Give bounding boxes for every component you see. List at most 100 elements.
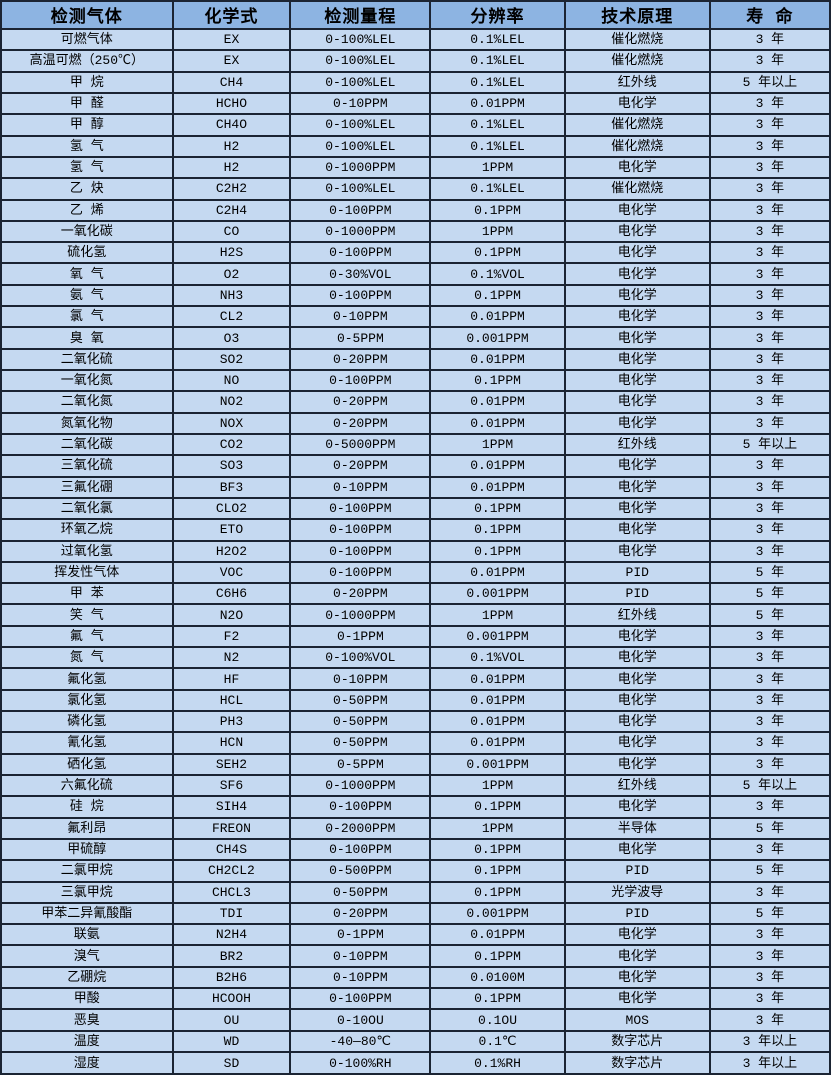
gas-name-cell: 二氧化氮 xyxy=(0,390,174,414)
resolution-cell: 0.001PPM xyxy=(429,752,566,776)
table-row: 甲 苯 C6H6 0-20PPM 0.001PPM PID 5 年 xyxy=(0,582,831,606)
resolution-cell: 0.1PPM xyxy=(429,241,566,265)
table-row: 三氯甲烷 CHCL3 0-50PPM 0.1PPM 光学波导 3 年 xyxy=(0,880,831,904)
range-cell: 0-10OU xyxy=(289,1008,432,1032)
range-cell: 0-10PPM xyxy=(289,667,432,691)
gas-name-cell: 甲苯二异氰酸酯 xyxy=(0,901,174,926)
gas-name-cell: 二氧化碳 xyxy=(0,432,174,457)
table-row: 乙 烯 C2H4 0-100PPM 0.1PPM 电化学 3 年 xyxy=(0,198,831,222)
gas-name-cell: 一氧化氮 xyxy=(0,368,174,393)
table-row: 甲苯二异氰酸酯 TDI 0-20PPM 0.001PPM PID 5 年 xyxy=(0,901,831,926)
range-cell: 0-100%LEL xyxy=(289,134,432,158)
gas-name-cell: 挥发性气体 xyxy=(0,560,174,585)
formula-cell: CL2 xyxy=(171,305,292,329)
principle-cell: 电化学 xyxy=(563,496,711,521)
lifespan-cell: 5 年 xyxy=(708,816,831,840)
range-cell: 0-20PPM xyxy=(289,454,432,478)
lifespan-cell: 3 年 xyxy=(708,965,831,990)
resolution-cell: 1PPM xyxy=(429,219,566,244)
formula-cell: SO2 xyxy=(171,347,292,372)
range-cell: 0-100PPM xyxy=(289,241,432,265)
principle-cell: 电化学 xyxy=(563,219,711,244)
lifespan-cell: 3 年 xyxy=(708,518,831,542)
table-row: 恶臭 OU 0-10OU 0.1OU MOS 3 年 xyxy=(0,1008,831,1032)
range-cell: 0-20PPM xyxy=(289,390,432,414)
range-cell: 0-1PPM xyxy=(289,624,432,649)
resolution-cell: 0.01PPM xyxy=(429,305,566,329)
resolution-cell: 0.1PPM xyxy=(429,837,566,862)
lifespan-cell: 5 年以上 xyxy=(708,70,831,94)
resolution-cell: 0.1PPM xyxy=(429,496,566,521)
range-cell: 0-1000PPM xyxy=(289,603,432,627)
range-cell: 0-100PPM xyxy=(289,539,432,563)
resolution-cell: 0.1%LEL xyxy=(429,177,566,201)
formula-cell: WD xyxy=(171,1029,292,1054)
formula-cell: SD xyxy=(171,1051,292,1075)
resolution-cell: 0.1%LEL xyxy=(429,70,566,94)
resolution-cell: 0.1PPM xyxy=(429,795,566,819)
formula-cell: O2 xyxy=(171,262,292,286)
lifespan-cell: 3 年 xyxy=(708,262,831,286)
resolution-cell: 0.1PPM xyxy=(429,368,566,393)
lifespan-cell: 3 年 xyxy=(708,795,831,819)
range-cell: 0-20PPM xyxy=(289,411,432,435)
gas-name-cell: 溴气 xyxy=(0,944,174,968)
principle-cell: 电化学 xyxy=(563,624,711,649)
formula-cell: C2H2 xyxy=(171,177,292,201)
formula-cell: BF3 xyxy=(171,475,292,499)
gas-name-cell: 联氨 xyxy=(0,923,174,947)
formula-cell: SF6 xyxy=(171,773,292,798)
gas-name-cell: 三氟化硼 xyxy=(0,475,174,499)
table-row: 过氧化氢 H2O2 0-100PPM 0.1PPM 电化学 3 年 xyxy=(0,539,831,563)
principle-cell: 红外线 xyxy=(563,70,711,94)
gas-name-cell: 甲 醇 xyxy=(0,113,174,137)
gas-name-cell: 甲酸 xyxy=(0,987,174,1011)
table-row: 二氧化氮 NO2 0-20PPM 0.01PPM 电化学 3 年 xyxy=(0,390,831,414)
principle-cell: 数字芯片 xyxy=(563,1051,711,1075)
gas-name-cell: 氯化氢 xyxy=(0,688,174,713)
lifespan-cell: 3 年 xyxy=(708,1008,831,1032)
resolution-cell: 0.01PPM xyxy=(429,688,566,713)
formula-cell: B2H6 xyxy=(171,965,292,990)
resolution-cell: 1PPM xyxy=(429,155,566,180)
principle-cell: 电化学 xyxy=(563,411,711,435)
principle-cell: 数字芯片 xyxy=(563,1029,711,1054)
range-cell: 0-50PPM xyxy=(289,688,432,713)
lifespan-cell: 3 年 xyxy=(708,134,831,158)
formula-cell: CH4S xyxy=(171,837,292,862)
formula-cell: H2S xyxy=(171,241,292,265)
table-row: 一氧化氮 NO 0-100PPM 0.1PPM 电化学 3 年 xyxy=(0,368,831,393)
resolution-cell: 0.1℃ xyxy=(429,1029,566,1054)
header-row: 检测气体 化学式 检测量程 分辨率 技术原理寿 命 xyxy=(0,0,831,30)
resolution-cell: 0.01PPM xyxy=(429,560,566,585)
range-cell: 0-100PPM xyxy=(289,283,432,308)
range-cell: 0-20PPM xyxy=(289,901,432,926)
range-cell: 0-10PPM xyxy=(289,944,432,968)
gas-name-cell: 氢 气 xyxy=(0,134,174,158)
lifespan-cell: 3 年 xyxy=(708,390,831,414)
lifespan-cell: 3 年 xyxy=(708,731,831,755)
lifespan-cell: 3 年 xyxy=(708,241,831,265)
range-cell: 0-500PPM xyxy=(289,859,432,883)
range-cell: 0-1000PPM xyxy=(289,155,432,180)
principle-cell: 电化学 xyxy=(563,454,711,478)
resolution-cell: 0.001PPM xyxy=(429,326,566,350)
table-row: 氟 气 F2 0-1PPM 0.001PPM 电化学 3 年 xyxy=(0,624,831,649)
table-row: 挥发性气体 VOC 0-100PPM 0.01PPM PID 5 年 xyxy=(0,560,831,585)
formula-cell: N2 xyxy=(171,646,292,670)
principle-cell: PID xyxy=(563,859,711,883)
principle-cell: 电化学 xyxy=(563,731,711,755)
principle-cell: 电化学 xyxy=(563,305,711,329)
resolution-cell: 0.001PPM xyxy=(429,901,566,926)
resolution-cell: 0.1PPM xyxy=(429,859,566,883)
lifespan-cell: 3 年 xyxy=(708,496,831,521)
range-cell: 0-10PPM xyxy=(289,91,432,116)
range-cell: 0-100PPM xyxy=(289,496,432,521)
principle-cell: PID xyxy=(563,560,711,585)
formula-cell: SEH2 xyxy=(171,752,292,776)
lifespan-cell: 3 年 xyxy=(708,752,831,776)
range-cell: 0-5PPM xyxy=(289,752,432,776)
formula-cell: H2O2 xyxy=(171,539,292,563)
gas-name-cell: 甲硫醇 xyxy=(0,837,174,862)
range-cell: 0-100PPM xyxy=(289,560,432,585)
